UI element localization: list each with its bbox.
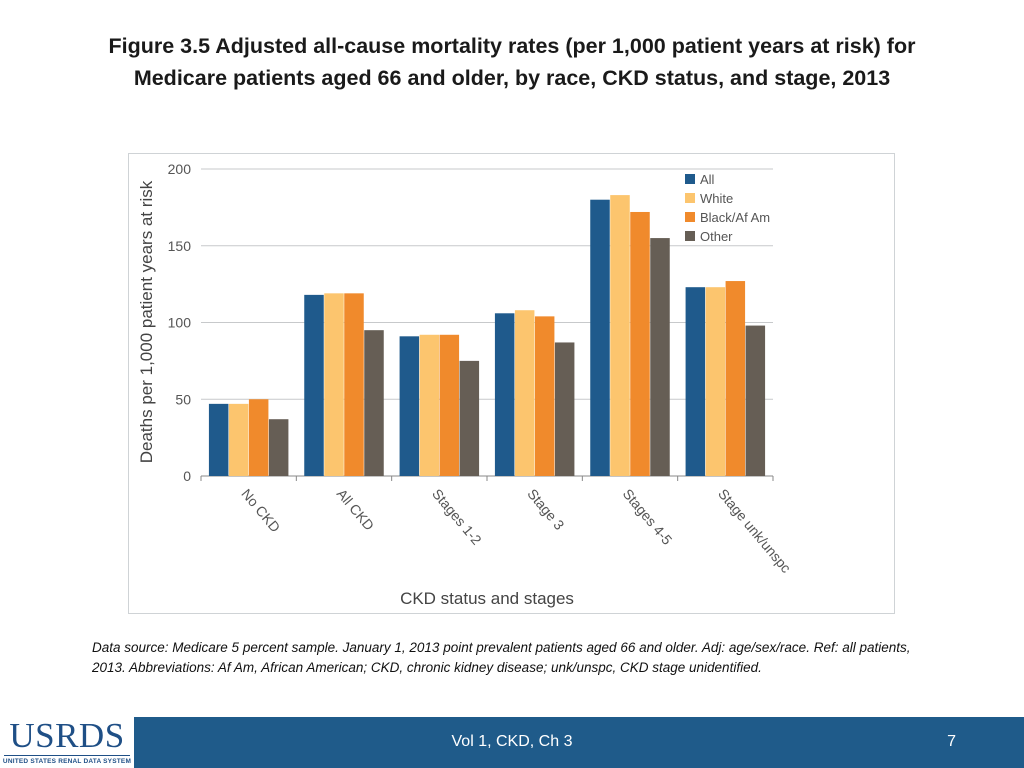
bar xyxy=(745,325,766,476)
slide-title: Figure 3.5 Adjusted all-cause mortality … xyxy=(40,30,984,94)
legend-swatch xyxy=(685,231,695,241)
y-axis-title: Deaths per 1,000 patient years at risk xyxy=(137,180,156,463)
bar xyxy=(228,403,249,476)
x-tick-label: All CKD xyxy=(334,486,378,534)
bar xyxy=(650,238,670,476)
bar xyxy=(344,293,364,476)
bar xyxy=(208,403,229,476)
x-tick-label: Stage 3 xyxy=(524,486,567,533)
legend-swatch xyxy=(685,193,695,203)
bar xyxy=(399,336,420,476)
y-tick-label: 50 xyxy=(175,391,191,407)
bar-chart: 0 50 100 150 200 No CKD All CKD Stages 1-2 Stage… xyxy=(137,161,794,608)
y-tick-label: 200 xyxy=(168,161,192,177)
bar xyxy=(610,195,630,476)
y-tick-label: 150 xyxy=(168,238,192,254)
footer-volume-reference: Vol 1, CKD, Ch 3 xyxy=(451,733,573,750)
logo-rule xyxy=(4,755,130,756)
legend-label: Black/Af Am xyxy=(700,210,770,225)
footer-bar: Vol 1, CKD, Ch 3 7 xyxy=(0,717,1024,768)
x-axis-title: CKD status and stages xyxy=(400,589,574,608)
legend-swatch xyxy=(685,174,695,184)
usrds-logo: USRDS UNITED STATES RENAL DATA SYSTEM xyxy=(0,713,134,768)
x-tick-label: Stages 4-5 xyxy=(620,486,676,548)
logo-subtitle: UNITED STATES RENAL DATA SYSTEM xyxy=(2,758,132,765)
data-source-footnote: Data source: Medicare 5 percent sample. … xyxy=(92,640,911,675)
legend-swatch xyxy=(685,212,695,222)
bar xyxy=(248,399,269,476)
page-number: 7 xyxy=(947,733,956,750)
bar xyxy=(534,316,555,476)
bar xyxy=(324,293,344,476)
bar xyxy=(725,281,746,476)
bar xyxy=(364,330,384,476)
bar xyxy=(494,313,515,476)
slide-title-line-1: Figure 3.5 Adjusted all-cause mortality … xyxy=(108,34,916,58)
x-tick-label: Stage unk/unspc xyxy=(715,486,794,576)
bar xyxy=(514,310,535,476)
slide-title-line-2: Medicare patients aged 66 and older, by … xyxy=(133,66,891,90)
bar xyxy=(304,294,324,476)
logo-wordmark: USRDS xyxy=(9,716,125,755)
legend-label: All xyxy=(700,172,715,187)
bar xyxy=(419,334,440,476)
bar xyxy=(630,211,650,477)
bar xyxy=(268,419,289,476)
y-tick-label: 0 xyxy=(183,468,191,484)
bar xyxy=(439,334,460,476)
x-tick-label: Stages 1-2 xyxy=(429,486,485,548)
bar xyxy=(685,287,706,476)
bar xyxy=(459,360,480,476)
x-tick-label: No CKD xyxy=(238,486,283,536)
bar xyxy=(590,199,610,476)
chart-frame: 0 50 100 150 200 No CKD All CKD Stages 1-2 Stage… xyxy=(128,153,895,614)
y-tick-label: 100 xyxy=(168,315,192,331)
bar xyxy=(705,287,726,476)
legend-label: White xyxy=(700,191,733,206)
legend-label: Other xyxy=(700,229,733,244)
bar xyxy=(554,342,575,476)
